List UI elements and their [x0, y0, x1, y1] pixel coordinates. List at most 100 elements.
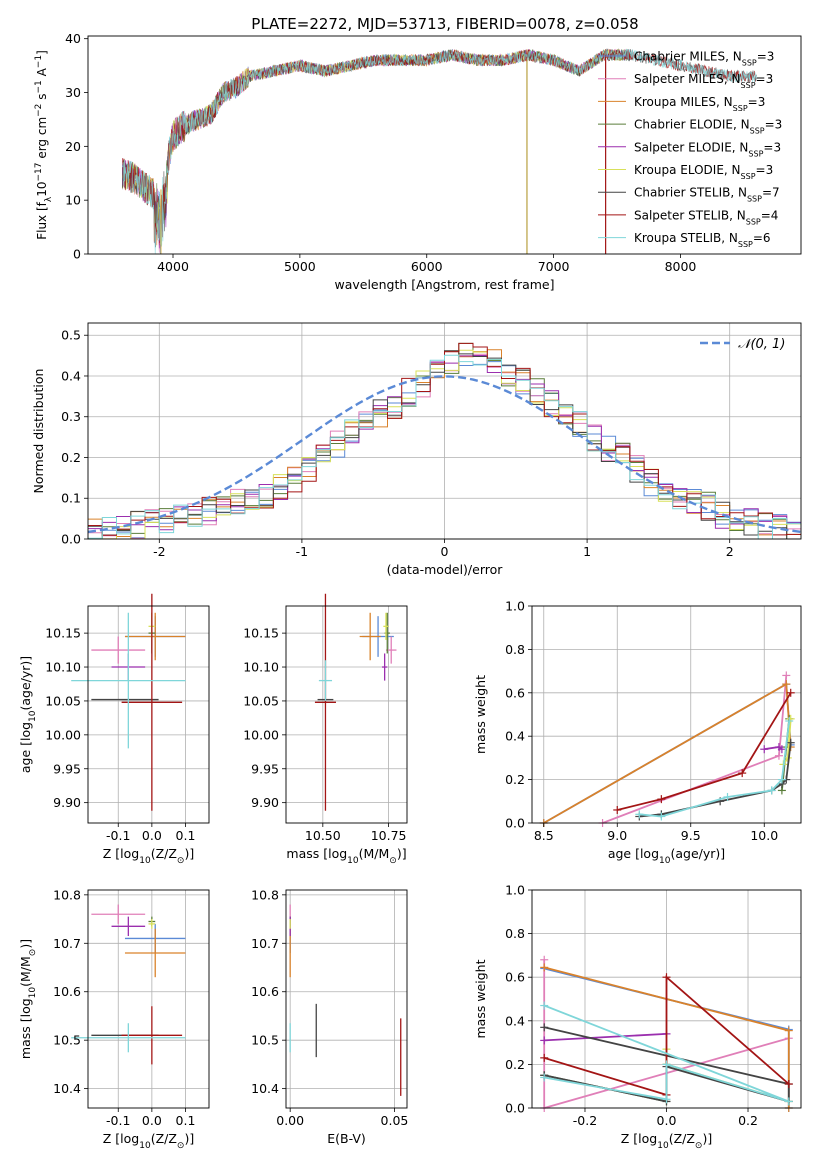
x-tick-label: 0.1: [176, 1113, 196, 1128]
y-tick-label: 1.0: [505, 883, 525, 898]
spectrum-panel: 4000 5000 6000 7000 8000 0 10 20 30 40 wavelength …: [34, 31, 802, 292]
label-part: )]: [702, 1131, 712, 1146]
y-tick-label: 9.90: [251, 795, 279, 810]
y-tick-label: 10.10: [45, 660, 81, 675]
x-tick-label: 2: [726, 544, 734, 559]
weight-vs-z-panel: -0.2 0.0 0.2 0.0 0.2 0.4 0.6 0.8 1.0 Z [log10(Z/Z…: [473, 883, 802, 1151]
label-part: Flux [f: [35, 201, 49, 239]
legend-value: =3: [763, 140, 781, 154]
label-part: λ: [44, 196, 54, 202]
axes-frame: [285, 889, 408, 1109]
y-tick-label: 10.15: [45, 626, 81, 641]
y-tick-label: 0.1: [61, 491, 81, 506]
x-tick-label: -0.1: [106, 828, 130, 843]
x-axis-label: Z [log10(Z/Z⊙)]: [103, 846, 194, 866]
x-tick-label: 0.0: [142, 828, 162, 843]
label-part: 10: [139, 1141, 151, 1151]
legend-label: 𝒩(0, 1): [738, 337, 785, 352]
label-part: E(B-V): [327, 1131, 366, 1146]
label-part: A: [35, 67, 49, 80]
label-part: )]: [184, 846, 194, 861]
x-tick-label: 0.1: [176, 828, 196, 843]
label-part: Normed distribution: [31, 369, 46, 494]
spectrum-line: [122, 48, 757, 254]
legend-label: Chabrier STELIB, NSSP=7: [634, 186, 780, 204]
weight-series: [617, 692, 792, 811]
y-tick-label: 0.2: [61, 450, 81, 465]
legend-label: Chabrier MILES, NSSP=3: [634, 50, 774, 68]
residuals-panel: -2 -1 0 1 2 0.0 0.1 0.2 0.3 0.4 0.5 (data-model)/er…: [31, 322, 802, 577]
label-part: 10: [659, 856, 671, 866]
legend-value: =3: [765, 118, 783, 132]
y-tick-label: 9.95: [53, 761, 81, 776]
y-axis-label: Flux [fλ10−17 erg cm−2 s−1 A−1]: [34, 50, 54, 240]
axes-frame: [531, 605, 802, 824]
y-tick-label: 10.8: [53, 887, 81, 902]
legend-text: Salpeter MILES, N: [634, 72, 741, 86]
y-tick-label: 0.2: [505, 1057, 525, 1072]
label-part: Z [log: [103, 1131, 139, 1146]
y-tick-label: 10.00: [243, 727, 279, 742]
mass-vs-z-panel: -0.1 0.0 0.110.410.510.610.710.8Z [log10(Z…: [18, 887, 210, 1151]
y-tick-label: 10.10: [243, 660, 279, 675]
y-tick-label: 0: [73, 247, 81, 262]
x-tick-label: 5000: [284, 259, 316, 274]
label-part: wavelength [Angstrom, rest frame]: [334, 277, 554, 292]
x-tick-label: -1: [296, 544, 308, 559]
spectrum-line: [122, 48, 630, 236]
y-tick-label: 0.3: [61, 409, 81, 424]
legend-value: =7: [762, 186, 780, 200]
legend-sub: SSP: [741, 172, 756, 181]
x-tick-label: 10.0: [750, 828, 778, 843]
y-tick-label: 10.05: [45, 693, 81, 708]
y-tick-label: 1.0: [505, 599, 525, 614]
normal-curve: [87, 375, 802, 534]
y-tick-label: 0.4: [505, 1013, 525, 1028]
axes-frame: [87, 605, 210, 824]
label-part: ⊙: [177, 856, 185, 866]
legend-value: =3: [756, 163, 774, 177]
x-tick-label: 7000: [538, 259, 570, 274]
x-axis-label: wavelength [Angstrom, rest frame]: [334, 277, 554, 292]
x-tick-label: 0.0: [657, 1113, 677, 1128]
legend-text: Salpeter STELIB, N: [634, 208, 746, 222]
label-part: (age/yr)]: [18, 656, 33, 711]
x-tick-label: 0: [441, 544, 449, 559]
label-part: 10: [139, 856, 151, 866]
y-tick-label: 0.6: [505, 685, 525, 700]
label-part: (M/M: [359, 846, 390, 861]
x-axis-label: Z [log10(Z/Z⊙)]: [621, 1131, 712, 1151]
y-tick-label: 10.5: [251, 1033, 279, 1048]
y-tick-label: 40: [65, 31, 81, 46]
x-tick-label: 8000: [665, 259, 697, 274]
x-tick-label: 0.05: [381, 1113, 409, 1128]
label-part: mass [log: [18, 998, 33, 1059]
y-tick-label: 10.00: [45, 727, 81, 742]
x-axis-label: mass [log10(M/M⊙)]: [286, 846, 406, 866]
legend-label: Chabrier ELODIE, NSSP=3: [634, 118, 782, 136]
legend-label: Salpeter MILES, NSSP=3: [634, 72, 773, 90]
y-tick-label: 10.6: [251, 984, 279, 999]
label-part: )]: [18, 939, 33, 949]
label-part: ⊙: [177, 1141, 185, 1151]
histogram-step: [88, 354, 801, 539]
x-tick-label: 9.0: [607, 828, 627, 843]
label-part: age [log: [608, 846, 659, 861]
mass-vs-ebv-panel: 0.00 0.05 10.4 10.5 10.6 10.7 10.8 E(B-V): [251, 887, 408, 1146]
x-tick-label: 10.75: [371, 828, 407, 843]
label-part: ]: [35, 50, 49, 55]
legend-sub: SSP: [733, 103, 748, 112]
label-part: −1: [34, 55, 44, 68]
spectrum-line: [122, 49, 630, 249]
y-tick-label: 0.4: [505, 729, 525, 744]
label-part: ⊙: [695, 1141, 703, 1151]
age-vs-mass-panel: 10.50 10.75 9.90 9.95 10.00 10.05 10.10 10.15 ma…: [243, 593, 408, 866]
age-vs-z-panel: -0.1 0.0 0.1 9.90 9.95 10.00 10.05 10.10 10.15 Z …: [18, 593, 210, 866]
x-axis-label: (data-model)/error: [387, 562, 504, 577]
y-tick-label: 10.05: [243, 693, 279, 708]
x-tick-label: 0.0: [142, 1113, 162, 1128]
label-part: −2: [34, 104, 44, 117]
label-part: 10: [28, 710, 38, 722]
weight-series: [602, 675, 788, 824]
legend-sub: SSP: [742, 58, 757, 67]
